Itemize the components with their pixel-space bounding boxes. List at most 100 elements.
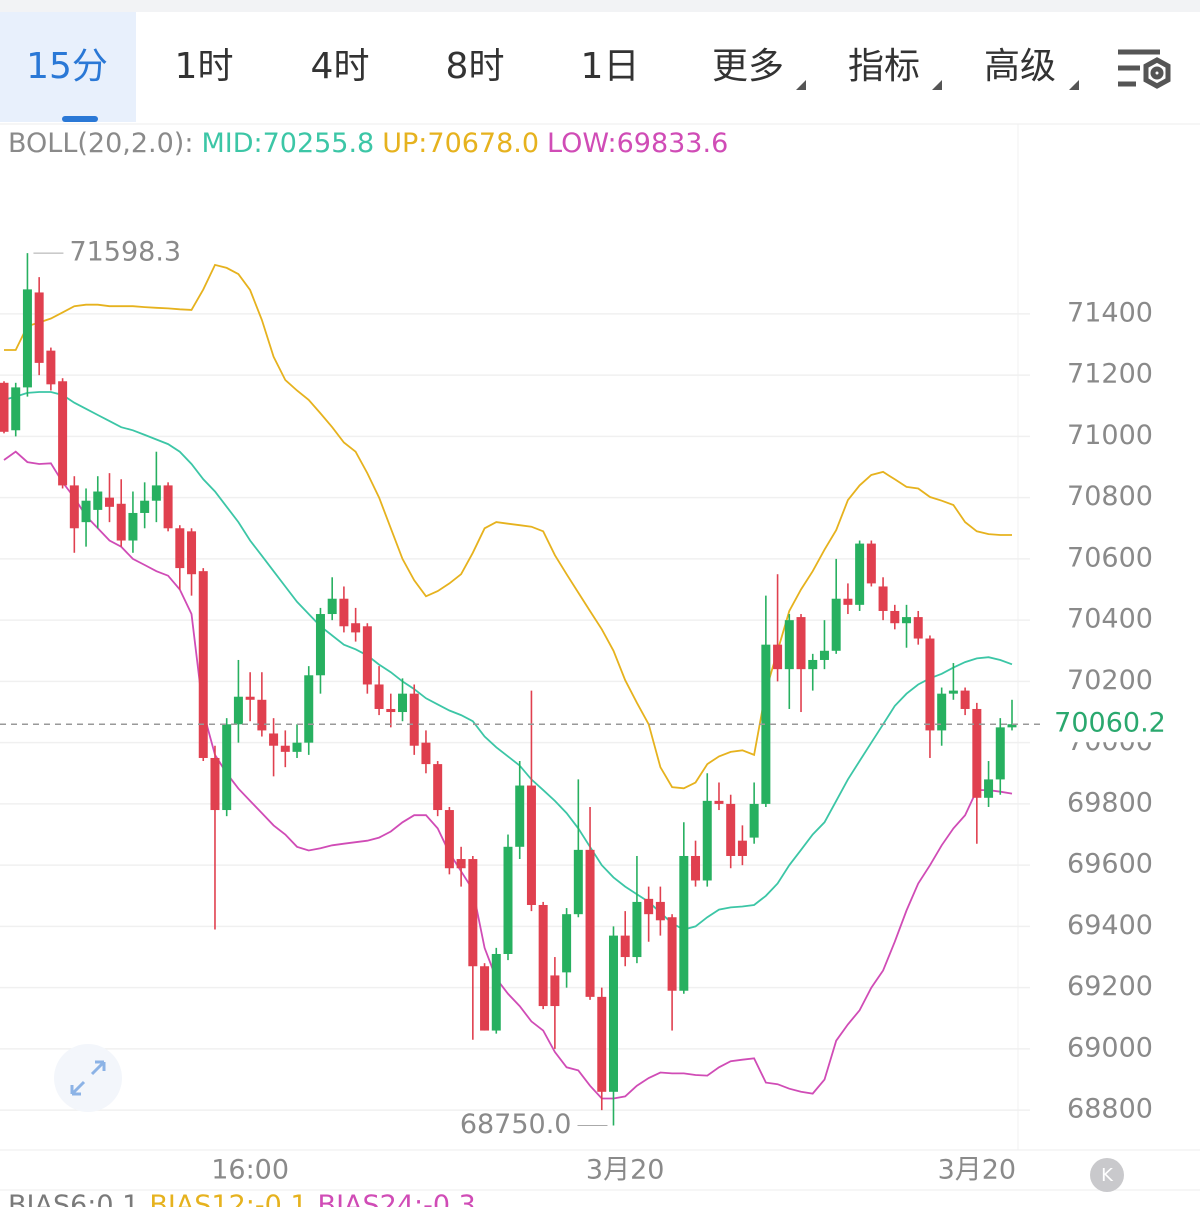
candle-body: [562, 914, 572, 973]
candle-body: [58, 381, 68, 486]
candle-body: [421, 742, 431, 765]
candle-body: [620, 935, 630, 958]
candle-body: [409, 693, 419, 746]
candle-body: [491, 953, 501, 1031]
candle-body: [104, 497, 114, 507]
candle-body: [902, 617, 912, 624]
candle-body: [468, 859, 478, 967]
dropdown-triangle: [932, 80, 942, 90]
candle-body: [726, 803, 736, 856]
y-tick-label: 69200: [1067, 971, 1153, 1002]
candle-body: [644, 898, 654, 915]
candle-body: [691, 855, 701, 881]
tab[interactable]: 1日: [581, 46, 640, 87]
tab[interactable]: 更多: [712, 46, 784, 87]
candle-body: [0, 382, 9, 432]
candle-body: [116, 503, 126, 541]
candle-body: [972, 708, 982, 798]
candle-body: [655, 901, 665, 921]
scroll-latest-button[interactable]: K: [1090, 1158, 1124, 1192]
candle-body: [163, 485, 173, 529]
y-tick-label: 68800: [1067, 1094, 1153, 1125]
candle-body: [702, 800, 712, 881]
candle-body: [175, 528, 185, 569]
candle-body: [46, 350, 56, 385]
legend-entry: LOW:69833.6: [547, 128, 728, 159]
candle-body: [714, 800, 724, 804]
candle-body: [937, 693, 947, 731]
y-tick-label: 69600: [1067, 849, 1153, 880]
candle-body: [538, 904, 548, 1007]
y-tick-label: 69000: [1067, 1032, 1153, 1063]
candle-body: [245, 696, 255, 700]
indicator-legend: BOLL(20,2.0): MID:70255.8 UP:70678.0 LOW:69…: [8, 128, 728, 159]
candle-body: [855, 543, 865, 605]
candle-body: [151, 485, 161, 501]
tab[interactable]: 8时: [446, 46, 505, 87]
candle-body: [679, 855, 689, 991]
candle-body: [128, 512, 138, 541]
candle-body: [140, 500, 150, 513]
candle-body: [198, 571, 208, 758]
candle-body: [819, 650, 829, 660]
bias-entry: BIAS12:-0.1: [149, 1190, 307, 1207]
candle-body: [386, 708, 396, 713]
expand-button[interactable]: [54, 1044, 122, 1112]
legend-entry: UP:70678.0: [382, 128, 539, 159]
svg-text:K: K: [1101, 1165, 1114, 1186]
last-price-tag: [1040, 704, 1200, 743]
y-tick-label: 70200: [1067, 665, 1153, 696]
candle-body: [784, 620, 794, 670]
x-tick-label: 16:00: [211, 1155, 289, 1186]
candle-body: [69, 485, 79, 529]
candle-body: [925, 638, 935, 731]
min-label: 68750.0: [460, 1109, 572, 1140]
candle-body: [843, 598, 853, 605]
band-line: [3, 391, 1013, 931]
tab[interactable]: 15分: [26, 46, 108, 87]
settings-icon[interactable]: [1118, 49, 1171, 89]
candle-body: [761, 644, 771, 804]
candle-body: [667, 917, 677, 991]
candle-body: [187, 531, 197, 575]
candle-body: [374, 684, 384, 709]
candle-body: [233, 696, 243, 725]
boll-bands: [3, 263, 1013, 1100]
candle-body: [866, 543, 876, 584]
y-tick-label: 70400: [1067, 604, 1153, 635]
active-tab-bg: [0, 12, 136, 122]
candle-body: [749, 803, 759, 838]
bias-entry: BIAS24:-0.3: [318, 1190, 476, 1207]
candle-body: [1007, 724, 1017, 728]
candle-body: [351, 623, 361, 633]
candle-body: [515, 785, 525, 847]
tab[interactable]: 1时: [175, 46, 234, 87]
candle-body: [210, 757, 220, 811]
candle-body: [257, 699, 267, 731]
candle-body: [597, 996, 607, 1092]
candle-body: [444, 810, 454, 869]
overlay: 71598.3 68750.0 70060.2: [0, 237, 1200, 1140]
band-line: [4, 263, 1012, 790]
candle-body: [890, 610, 900, 624]
candle-body: [995, 727, 1005, 780]
candle-body: [269, 733, 279, 746]
y-tick-label: 69400: [1067, 910, 1153, 941]
tab[interactable]: 指标: [848, 46, 920, 87]
bias-legend: BIAS6:0.1 BIAS12:-0.1 BIAS24:-0.3: [8, 1190, 476, 1207]
indicator-name: BOLL(20,2.0):: [8, 128, 193, 159]
candle-body: [362, 626, 372, 685]
candle-body: [773, 644, 783, 670]
y-tick-label: 70600: [1067, 542, 1153, 573]
candle-body: [831, 598, 841, 651]
candles: [0, 253, 1017, 1126]
y-tick-label: 70800: [1067, 481, 1153, 512]
bias-entry: BIAS6:0.1: [8, 1190, 139, 1207]
tab[interactable]: 4时: [311, 46, 370, 87]
candle-body: [280, 745, 290, 752]
y-tick-label: 71000: [1067, 420, 1153, 451]
tab[interactable]: 高级: [984, 46, 1056, 87]
candle-body: [808, 659, 818, 670]
max-label: 71598.3: [69, 237, 181, 268]
